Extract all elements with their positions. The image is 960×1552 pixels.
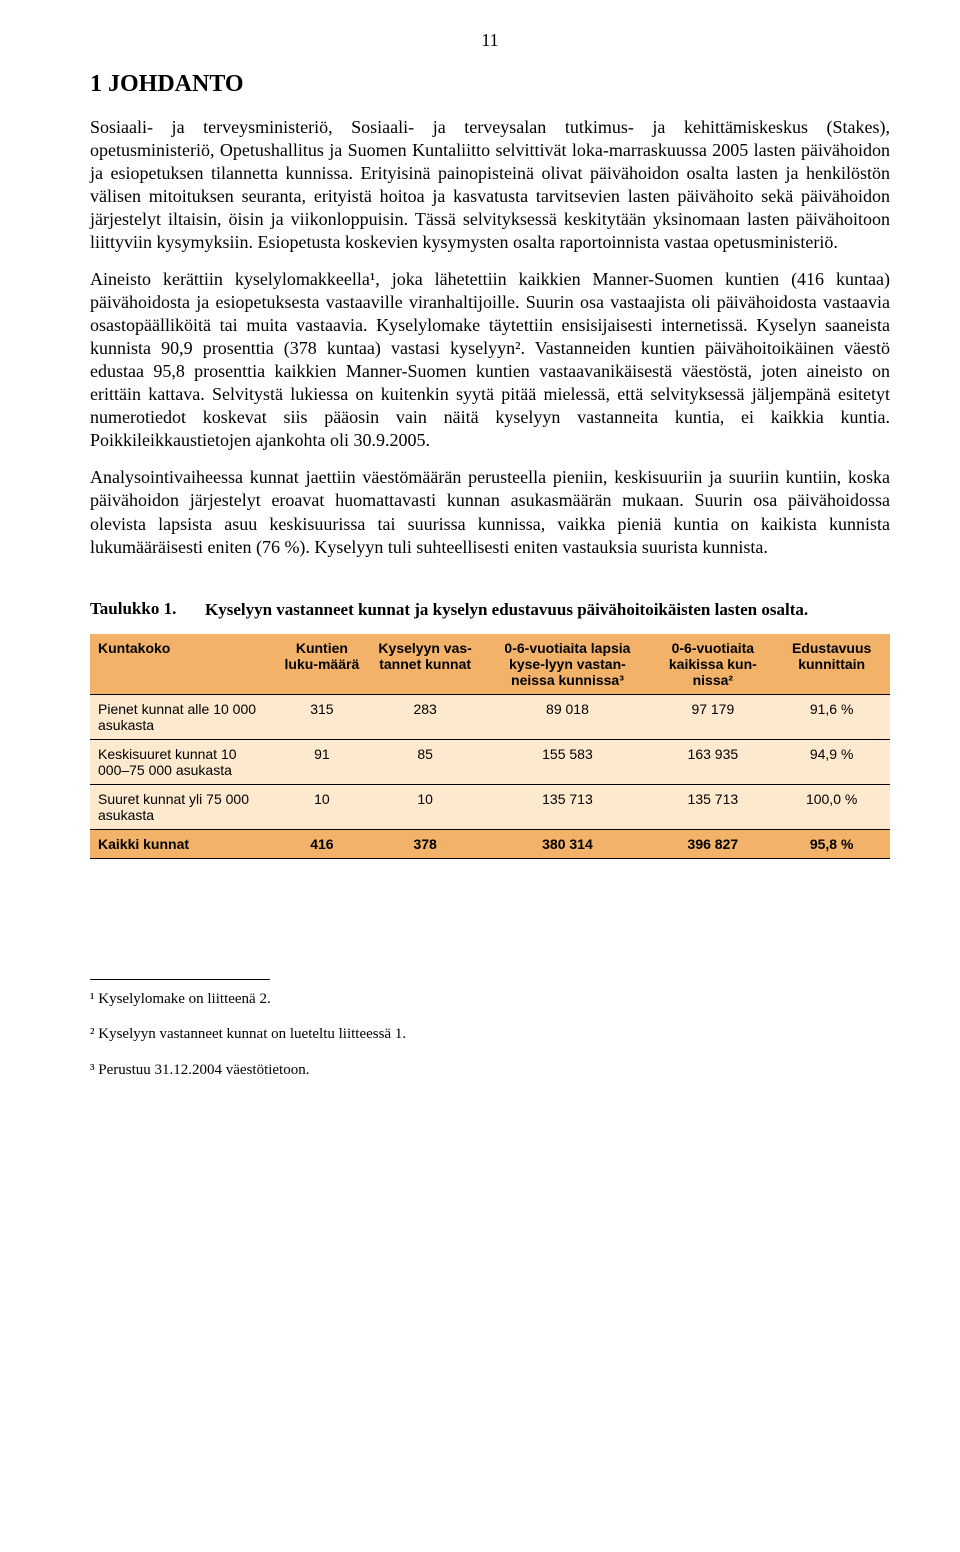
footnote-1: ¹ Kyselylomake on liitteenä 2. — [90, 990, 890, 1010]
table-cell: 135 713 — [482, 784, 652, 829]
table-cell: 155 583 — [482, 739, 652, 784]
section-heading: 1 JOHDANTO — [90, 71, 890, 98]
page-number: 11 — [90, 30, 890, 51]
col-header: Kyselyyn vas-tannet kunnat — [368, 634, 483, 695]
table-caption-label: Taulukko 1. — [90, 599, 205, 620]
footnotes-rule — [90, 979, 270, 980]
table-cell: 416 — [276, 829, 368, 858]
table-body: Pienet kunnat alle 10 000 asukasta315283… — [90, 694, 890, 858]
table-cell: 91,6 % — [773, 694, 890, 739]
table-cell: 85 — [368, 739, 483, 784]
table-cell: 396 827 — [652, 829, 773, 858]
paragraph-3: Analysointivaiheessa kunnat jaettiin väe… — [90, 466, 890, 558]
table-header-row: Kuntakoko Kuntien luku-määrä Kyselyyn va… — [90, 634, 890, 695]
footnotes: ¹ Kyselylomake on liitteenä 2. ² Kyselyy… — [90, 979, 890, 1081]
row-label: Kaikki kunnat — [90, 829, 276, 858]
col-header: Kuntakoko — [90, 634, 276, 695]
table-cell: 283 — [368, 694, 483, 739]
row-label: Keskisuuret kunnat 10 000–75 000 asukast… — [90, 739, 276, 784]
table-cell: 378 — [368, 829, 483, 858]
table-cell: 163 935 — [652, 739, 773, 784]
table-cell: 97 179 — [652, 694, 773, 739]
table-cell: 94,9 % — [773, 739, 890, 784]
table-cell: 91 — [276, 739, 368, 784]
table-cell: 100,0 % — [773, 784, 890, 829]
table-row: Pienet kunnat alle 10 000 asukasta315283… — [90, 694, 890, 739]
footnote-2: ² Kyselyyn vastanneet kunnat on lueteltu… — [90, 1025, 890, 1045]
table-row: Suuret kunnat yli 75 000 asukasta1010135… — [90, 784, 890, 829]
table-row: Keskisuuret kunnat 10 000–75 000 asukast… — [90, 739, 890, 784]
table-cell: 135 713 — [652, 784, 773, 829]
row-label: Suuret kunnat yli 75 000 asukasta — [90, 784, 276, 829]
document-page: 11 1 JOHDANTO Sosiaali- ja terveysminist… — [0, 0, 960, 1136]
table-cell: 95,8 % — [773, 829, 890, 858]
table-cell: 10 — [368, 784, 483, 829]
col-header: Kuntien luku-määrä — [276, 634, 368, 695]
table-cell: 315 — [276, 694, 368, 739]
paragraph-1: Sosiaali- ja terveysministeriö, Sosiaali… — [90, 116, 890, 254]
table-cell: 89 018 — [482, 694, 652, 739]
col-header: 0-6-vuotiaita lapsia kyse-lyyn vastan-ne… — [482, 634, 652, 695]
table-cell: 10 — [276, 784, 368, 829]
col-header: Edustavuus kunnittain — [773, 634, 890, 695]
table-row: Kaikki kunnat416378380 314396 82795,8 % — [90, 829, 890, 858]
table-head: Kuntakoko Kuntien luku-määrä Kyselyyn va… — [90, 634, 890, 695]
table-caption: Taulukko 1. Kyselyyn vastanneet kunnat j… — [90, 599, 890, 620]
row-label: Pienet kunnat alle 10 000 asukasta — [90, 694, 276, 739]
col-header: 0-6-vuotiaita kaikissa kun-nissa² — [652, 634, 773, 695]
table-caption-text: Kyselyyn vastanneet kunnat ja kyselyn ed… — [205, 599, 890, 620]
paragraph-2: Aineisto kerättiin kyselylomakkeella¹, j… — [90, 268, 890, 452]
footnote-3: ³ Perustuu 31.12.2004 väestötietoon. — [90, 1061, 890, 1081]
data-table: Kuntakoko Kuntien luku-määrä Kyselyyn va… — [90, 634, 890, 859]
table-cell: 380 314 — [482, 829, 652, 858]
